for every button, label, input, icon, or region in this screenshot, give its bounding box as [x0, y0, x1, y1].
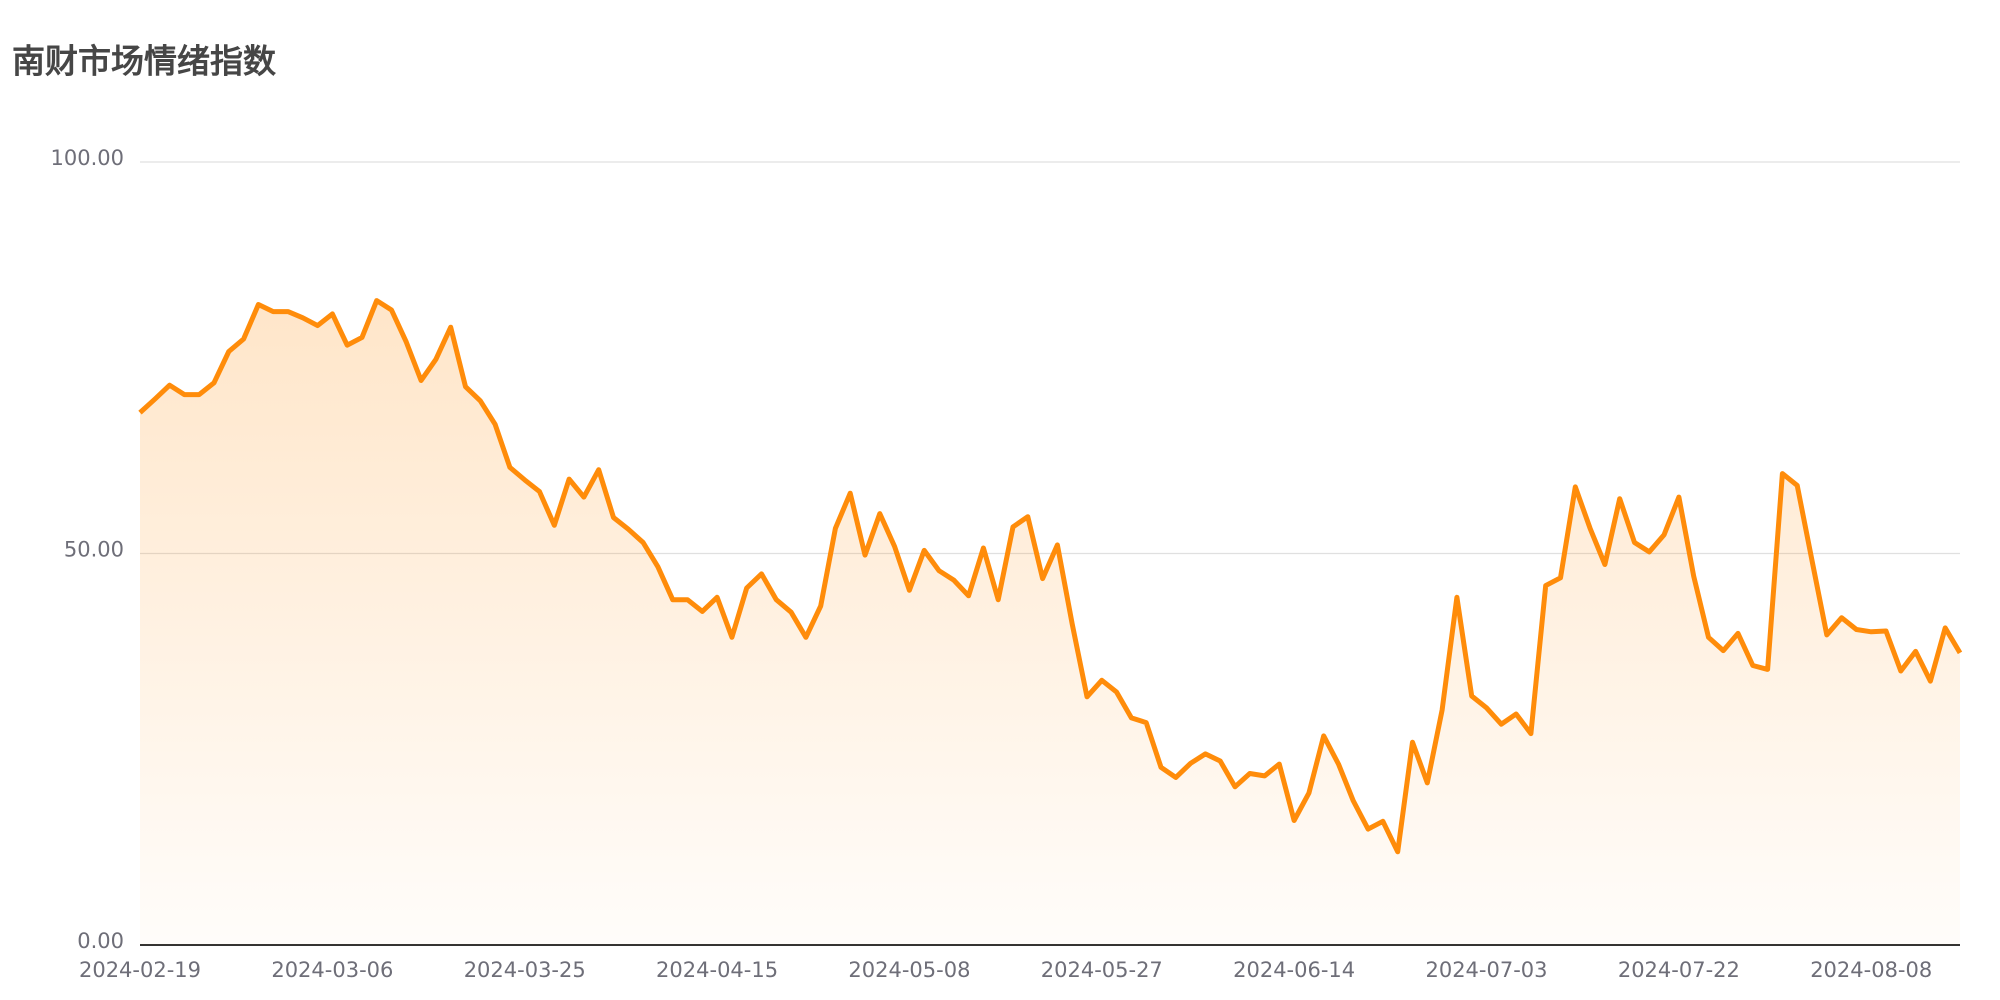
x-tick-label: 2024-02-19: [79, 958, 201, 982]
area: [140, 300, 1960, 946]
x-tick-label: 2024-06-14: [1233, 958, 1355, 982]
chart-title: 南财市场情绪指数: [12, 42, 277, 81]
x-tick-label: 2024-05-27: [1041, 958, 1163, 982]
x-tick-label: 2024-07-03: [1425, 958, 1547, 982]
x-tick-label: 2024-07-22: [1618, 958, 1740, 982]
x-tick-label: 2024-08-08: [1810, 958, 1932, 982]
x-tick-label: 2024-05-08: [848, 958, 970, 982]
y-tick-label: 50.00: [64, 538, 124, 562]
x-tick-label: 2024-03-25: [464, 958, 586, 982]
x-tick-label: 2024-03-06: [271, 958, 393, 982]
line: [138, 298, 1963, 855]
x-tick-label: 2024-04-15: [656, 958, 778, 982]
y-tick-label: 100.00: [51, 146, 124, 170]
y-tick-label: 0.00: [77, 929, 124, 953]
